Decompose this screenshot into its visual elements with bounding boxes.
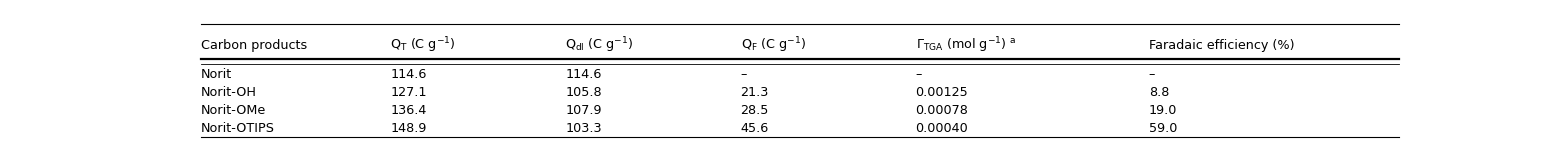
Text: 0.00125: 0.00125 <box>916 86 969 99</box>
Text: 114.6: 114.6 <box>391 68 427 81</box>
Text: 0.00040: 0.00040 <box>916 122 969 135</box>
Text: Q$_\mathrm{T}$ (C g$^{-1}$): Q$_\mathrm{T}$ (C g$^{-1}$) <box>391 35 456 55</box>
Text: Norit-OMe: Norit-OMe <box>201 104 266 117</box>
Text: –: – <box>1148 68 1154 81</box>
Text: 8.8: 8.8 <box>1148 86 1168 99</box>
Text: 21.3: 21.3 <box>740 86 770 99</box>
Text: 107.9: 107.9 <box>566 104 601 117</box>
Text: $\Gamma_\mathrm{TGA}$ (mol g$^{-1}$) $^\mathrm{a}$: $\Gamma_\mathrm{TGA}$ (mol g$^{-1}$) $^\… <box>916 35 1016 55</box>
Text: 19.0: 19.0 <box>1148 104 1176 117</box>
Text: Norit-OTIPS: Norit-OTIPS <box>201 122 274 135</box>
Text: Faradaic efficiency (%): Faradaic efficiency (%) <box>1148 39 1295 52</box>
Text: 127.1: 127.1 <box>391 86 427 99</box>
Text: 59.0: 59.0 <box>1148 122 1176 135</box>
Text: Q$_\mathrm{dl}$ (C g$^{-1}$): Q$_\mathrm{dl}$ (C g$^{-1}$) <box>566 35 634 55</box>
Text: 0.00078: 0.00078 <box>916 104 969 117</box>
Text: 105.8: 105.8 <box>566 86 601 99</box>
Text: 114.6: 114.6 <box>566 68 601 81</box>
Text: Q$_\mathrm{F}$ (C g$^{-1}$): Q$_\mathrm{F}$ (C g$^{-1}$) <box>740 35 805 55</box>
Text: 28.5: 28.5 <box>740 104 770 117</box>
Text: 148.9: 148.9 <box>391 122 427 135</box>
Text: Carbon products: Carbon products <box>201 39 307 52</box>
Text: Norit: Norit <box>201 68 232 81</box>
Text: –: – <box>916 68 922 81</box>
Text: 103.3: 103.3 <box>566 122 601 135</box>
Text: –: – <box>740 68 746 81</box>
Text: 136.4: 136.4 <box>391 104 427 117</box>
Text: 45.6: 45.6 <box>740 122 768 135</box>
Text: Norit-OH: Norit-OH <box>201 86 257 99</box>
